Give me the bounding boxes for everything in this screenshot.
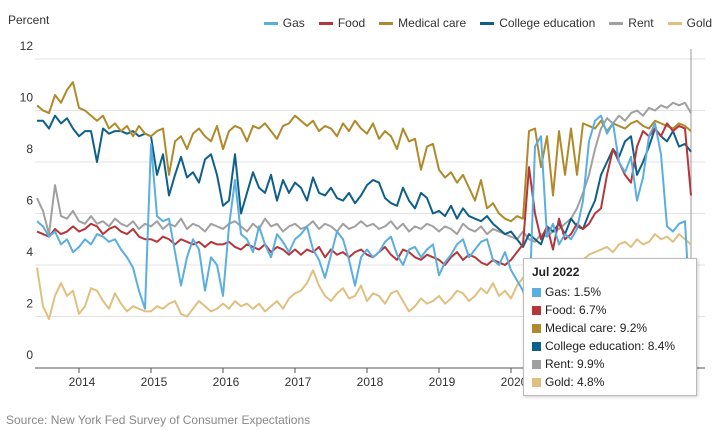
tooltip-swatch [532, 305, 541, 315]
x-tick-label: 2016 [213, 375, 240, 389]
tooltip-swatch [532, 323, 541, 333]
source: Source: New York Fed Survey of Consumer … [6, 413, 310, 427]
legend-swatch [318, 21, 333, 25]
legend-item: Gold [667, 16, 712, 30]
x-tick-label: 2017 [285, 375, 312, 389]
series-line [37, 114, 692, 248]
tooltip-text: Rent: 9.9% [545, 357, 605, 371]
legend-swatch [379, 21, 394, 25]
tooltip-row: Gold: 4.8% [524, 373, 696, 391]
tooltip-swatch [532, 377, 541, 387]
legend-swatch [609, 21, 624, 25]
legend-label: Gold [686, 16, 712, 30]
y-tick-label: 8 [26, 142, 33, 156]
tooltip-row: Food: 6.7% [524, 301, 696, 319]
y-tick-label: 0 [26, 348, 33, 362]
x-tick-label: 2019 [429, 375, 456, 389]
tooltip-text: Medical care: 9.2% [545, 321, 648, 335]
legend-label: Medical care [398, 16, 467, 30]
tooltip-text: Gold: 4.8% [545, 375, 605, 389]
y-tick-label: 2 [26, 297, 33, 311]
tooltip-row: Rent: 9.9% [524, 355, 696, 373]
legend-item: College education [480, 16, 595, 30]
tooltip-text: Gas: 1.5% [545, 285, 602, 299]
tooltip-row: College education: 8.4% [524, 337, 696, 355]
tooltip-swatch [532, 287, 541, 297]
legend-label: College education [499, 16, 596, 30]
y-tick-label: 6 [26, 194, 33, 208]
series-line [36, 122, 692, 266]
series-line [36, 114, 692, 330]
x-tick-label: 2018 [357, 375, 384, 389]
y-tick-label: 12 [20, 39, 34, 53]
x-tick-label: 2015 [141, 375, 168, 389]
legend-swatch [480, 21, 495, 25]
tooltip-text: College education: 8.4% [545, 339, 676, 353]
legend-item: Food [318, 16, 366, 30]
legend-label: Gas [282, 16, 305, 30]
tooltip-row: Medical care: 9.2% [524, 319, 696, 337]
y-tick-label: 10 [20, 91, 34, 105]
tooltip-row: Gas: 1.5% [524, 283, 696, 301]
series-line [36, 81, 692, 223]
tooltip-swatch [532, 359, 541, 369]
legend-item: Rent [609, 16, 654, 30]
legend-swatch [263, 21, 278, 25]
legend-item: Gas [263, 16, 305, 30]
legend-item: Medical care [379, 16, 466, 30]
y-tick-label: 4 [26, 245, 33, 259]
tooltip-title: Jul 2022 [532, 265, 580, 279]
legend-label: Rent [628, 16, 654, 30]
x-tick-label: 2020 [501, 375, 528, 389]
series-line [36, 101, 692, 243]
legend: Gas Food Medical care College education Rent… [263, 16, 712, 30]
legend-swatch [667, 21, 682, 25]
x-tick-label: 2014 [69, 375, 96, 389]
tooltip-swatch [532, 341, 541, 351]
tooltip-text: Food: 6.7% [545, 303, 607, 317]
legend-label: Food [337, 16, 366, 30]
tooltip: Jul 2022 Gas: 1.5% Food: 6.7% Medical care… [523, 258, 697, 396]
y-axis-label: Percent [8, 13, 50, 27]
